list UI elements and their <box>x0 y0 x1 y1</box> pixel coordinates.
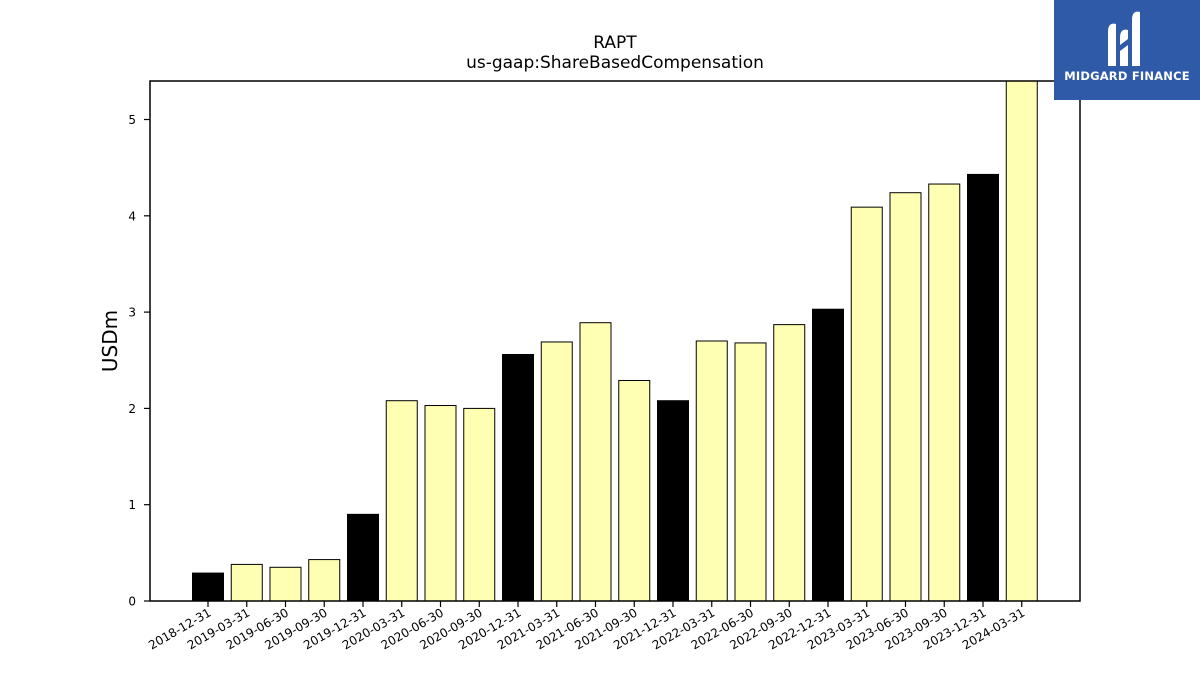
midgard-finance-logo: MIDGARD FINANCE <box>1054 0 1200 100</box>
bar <box>579 322 612 602</box>
bar <box>773 324 806 602</box>
plot-area: 0123452018-12-312019-03-312019-06-302019… <box>128 80 1081 652</box>
y-tick-label: 5 <box>128 113 136 127</box>
y-tick-label: 1 <box>128 498 136 512</box>
bar <box>347 513 379 602</box>
bar <box>1005 80 1038 602</box>
bar <box>230 563 263 602</box>
bar <box>269 566 302 602</box>
bar <box>192 572 224 602</box>
bar <box>928 183 961 602</box>
y-tick-label: 2 <box>128 402 136 416</box>
logo-text: MIDGARD FINANCE <box>1064 69 1190 83</box>
y-tick-label: 4 <box>128 209 136 223</box>
y-axis-label: USDm <box>98 310 122 372</box>
bar <box>424 405 457 602</box>
plot-frame <box>149 80 1081 602</box>
bar <box>889 192 922 602</box>
bar <box>695 340 728 602</box>
bar <box>385 400 418 602</box>
bar <box>463 407 496 602</box>
bar <box>308 559 341 602</box>
bar <box>850 206 883 602</box>
chart-subtitle: us-gaap:ShareBasedCompensation <box>466 53 764 73</box>
bar <box>967 173 999 602</box>
chart-title: RAPT <box>593 33 637 53</box>
midgard-logo-icon <box>1108 11 1140 66</box>
y-tick-label: 0 <box>128 595 136 609</box>
y-tick-label: 3 <box>128 306 136 320</box>
bar <box>812 308 844 602</box>
bar <box>657 400 689 602</box>
bar <box>618 379 651 602</box>
bar <box>502 353 534 602</box>
bar <box>734 342 767 602</box>
bar <box>540 341 573 602</box>
